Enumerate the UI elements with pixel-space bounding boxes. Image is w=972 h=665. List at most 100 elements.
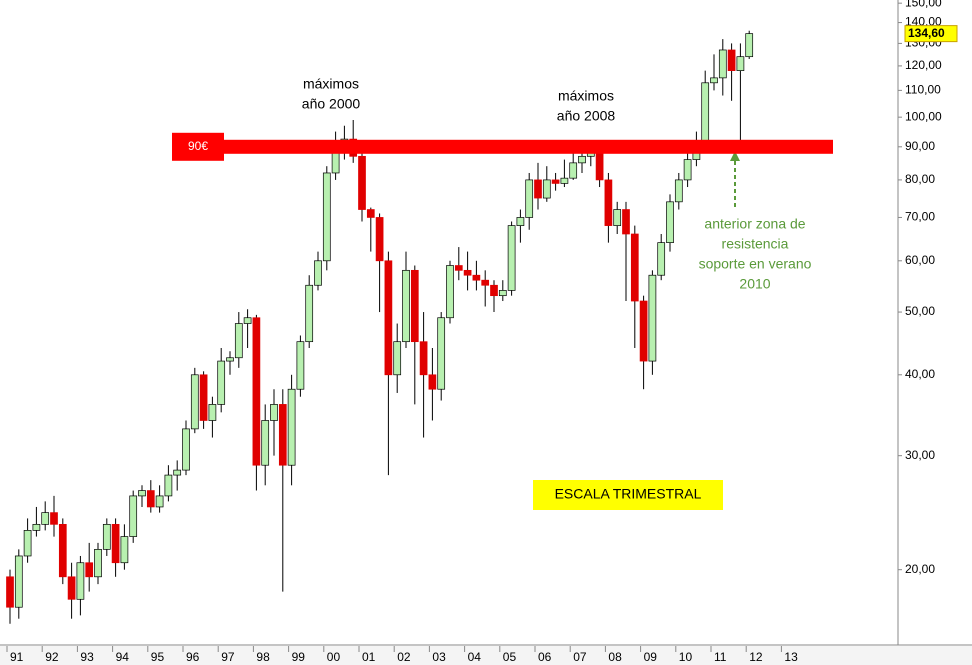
y-tick-label: 30,00 — [905, 448, 935, 462]
candle-body — [23, 530, 32, 557]
candle-body — [111, 523, 120, 564]
candle-body — [507, 225, 516, 291]
candle-body — [50, 512, 58, 525]
candle-body — [14, 555, 23, 608]
candle-body — [261, 420, 270, 466]
candle-body — [472, 274, 481, 281]
annotation: anterior zona de — [704, 216, 805, 232]
candle-body — [402, 269, 410, 343]
candle-body — [366, 209, 375, 218]
candle-body — [639, 300, 648, 362]
y-tick-label: 110,00 — [905, 83, 941, 97]
x-tick-label: 95 — [151, 650, 165, 664]
candle-body — [428, 374, 437, 390]
candle-body — [129, 495, 138, 537]
candles — [6, 30, 754, 624]
x-tick-label: 11 — [714, 650, 727, 664]
candle-body — [727, 49, 736, 71]
annotation: resistencia — [722, 236, 789, 252]
candle-body — [164, 474, 173, 497]
candle-body — [657, 242, 666, 276]
candle-body — [666, 201, 674, 243]
y-tick-label: 40,00 — [905, 367, 935, 381]
candle-body — [463, 269, 472, 276]
x-tick-label: 07 — [573, 650, 587, 664]
candle-body — [701, 82, 710, 148]
candle-body — [76, 562, 85, 600]
candle-body — [120, 536, 129, 564]
candle-body — [94, 548, 102, 578]
x-tick-label: 05 — [503, 650, 517, 664]
x-tick-label: 13 — [784, 650, 798, 664]
candle-body — [155, 495, 164, 508]
x-tick-label: 98 — [256, 650, 270, 664]
candle-body — [410, 269, 419, 343]
x-tick-label: 09 — [644, 650, 658, 664]
x-tick-label: 94 — [116, 650, 130, 664]
candle-body — [622, 209, 630, 235]
y-tick-label: 100,00 — [905, 109, 942, 123]
resistance-label: 90€ — [188, 139, 208, 153]
candle-body — [437, 317, 446, 390]
x-tick-label: 91 — [10, 650, 24, 664]
candle-body — [534, 179, 542, 199]
y-tick-label: 90,00 — [905, 139, 935, 153]
x-tick-label: 92 — [45, 650, 59, 664]
candle-body — [736, 56, 745, 71]
candle-body — [182, 428, 190, 471]
candle-body — [674, 179, 683, 203]
annotation: 2010 — [739, 276, 770, 292]
candle-body — [190, 374, 199, 430]
candle-body — [217, 360, 226, 405]
candle-body — [305, 284, 314, 343]
candle-body — [384, 260, 393, 376]
x-tick-label: 96 — [186, 650, 200, 664]
y-tick-label: 50,00 — [905, 304, 935, 318]
y-tick-label: 70,00 — [905, 210, 935, 224]
y-tick-label: 120,00 — [905, 58, 942, 72]
annotation: año 2000 — [302, 96, 361, 112]
candle-body — [358, 155, 366, 210]
x-axis-strip — [0, 646, 972, 665]
x-tick-label: 12 — [749, 650, 763, 664]
last-price-label: 134,60 — [908, 26, 945, 40]
annotation: ESCALA TRIMESTRAL — [555, 486, 702, 502]
candle-body — [569, 162, 578, 179]
candle-body — [226, 357, 234, 362]
annotations: máximos año 2000 máximos año 2008 anteri… — [172, 76, 833, 510]
candle-body — [446, 265, 454, 319]
candle-body — [683, 159, 692, 181]
y-tick-label: 60,00 — [905, 253, 935, 267]
x-tick-label: 06 — [538, 650, 552, 664]
x-tick-label: 08 — [608, 650, 622, 664]
label-box — [533, 480, 723, 510]
candle-body — [745, 33, 754, 58]
candle-body — [296, 341, 305, 390]
candle-body — [287, 388, 296, 466]
candle-body — [551, 179, 560, 184]
candle-body — [516, 217, 525, 226]
candle-body — [199, 374, 208, 421]
candle-body — [595, 152, 604, 181]
x-tick-label: 03 — [432, 650, 446, 664]
candle-body — [234, 323, 243, 359]
candle-body — [613, 209, 622, 226]
annotation: máximos — [303, 76, 359, 92]
candle-body — [85, 562, 94, 578]
candle-body — [58, 523, 67, 578]
candle-body — [146, 490, 155, 508]
candle-body — [490, 284, 498, 297]
x-tick-label: 93 — [80, 650, 94, 664]
candle-body — [604, 179, 613, 226]
x-tick-label: 97 — [221, 650, 235, 664]
candle-body — [322, 172, 331, 262]
annotation: año 2008 — [557, 108, 616, 124]
candle-body — [498, 290, 507, 297]
candle-body — [252, 317, 261, 466]
y-tick-label: 20,00 — [905, 562, 935, 576]
candle-body — [67, 576, 76, 600]
resistance-label-box — [172, 132, 224, 161]
x-tick-label: 10 — [679, 650, 693, 664]
candle-body — [314, 260, 322, 286]
